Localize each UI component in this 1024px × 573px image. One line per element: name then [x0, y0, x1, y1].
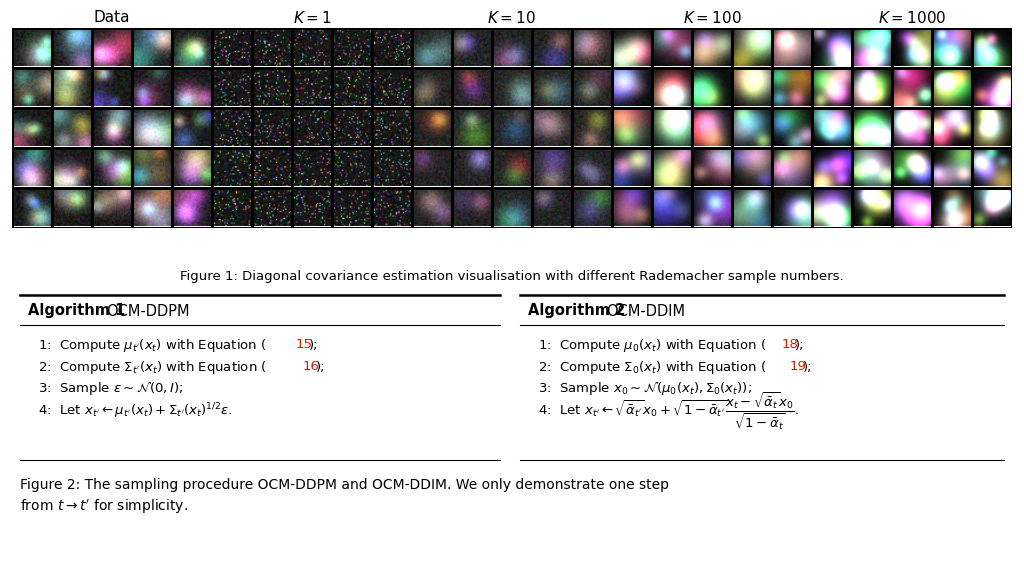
Text: 4:  Let $x_{t'} \leftarrow \mu_{t'}(x_t) + \Sigma_{t'}(x_t)^{1/2}\epsilon$.: 4: Let $x_{t'} \leftarrow \mu_{t'}(x_t) … — [38, 401, 232, 421]
Text: from $t \rightarrow t'$ for simplicity.: from $t \rightarrow t'$ for simplicity. — [20, 498, 188, 516]
Text: 18: 18 — [782, 339, 799, 351]
Text: Figure 1: Diagonal covariance estimation visualisation with different Rademacher: Figure 1: Diagonal covariance estimation… — [180, 270, 844, 283]
Text: 3:  Sample $x_0 \sim \mathcal{N}(\mu_0(x_t), \Sigma_0(x_t))$;: 3: Sample $x_0 \sim \mathcal{N}(\mu_0(x_… — [538, 379, 752, 397]
Text: 2:  Compute $\Sigma_{t'}(x_t)$ with Equation (: 2: Compute $\Sigma_{t'}(x_t)$ with Equat… — [38, 359, 266, 375]
Text: Figure 2: The sampling procedure OCM-DDPM and OCM-DDIM. We only demonstrate one : Figure 2: The sampling procedure OCM-DDP… — [20, 478, 669, 492]
Text: 4:  Let $x_{t'} \leftarrow \sqrt{\bar{\alpha}_{t'}} x_0 + \sqrt{1 - \bar{\alpha}: 4: Let $x_{t'} \leftarrow \sqrt{\bar{\al… — [538, 390, 799, 431]
Text: $K=10$: $K=10$ — [487, 10, 537, 26]
Text: );: ); — [803, 360, 812, 374]
Text: 1:  Compute $\mu_0(x_t)$ with Equation (: 1: Compute $\mu_0(x_t)$ with Equation ( — [538, 336, 766, 354]
Text: OCM-DDPM: OCM-DDPM — [106, 304, 189, 319]
Text: 16: 16 — [303, 360, 319, 374]
Text: 1:  Compute $\mu_{t'}(x_t)$ with Equation (: 1: Compute $\mu_{t'}(x_t)$ with Equation… — [38, 336, 266, 354]
Text: Algorithm 2: Algorithm 2 — [528, 304, 631, 319]
Text: );: ); — [309, 339, 318, 351]
Text: OCM-DDIM: OCM-DDIM — [606, 304, 685, 319]
Text: 19: 19 — [790, 360, 807, 374]
Text: Data: Data — [94, 10, 130, 25]
Text: 15: 15 — [296, 339, 313, 351]
Text: 2:  Compute $\Sigma_0(x_t)$ with Equation (: 2: Compute $\Sigma_0(x_t)$ with Equation… — [538, 359, 766, 375]
Text: );: ); — [795, 339, 805, 351]
Text: $K=1$: $K=1$ — [293, 10, 332, 26]
Text: $K=100$: $K=100$ — [683, 10, 741, 26]
Text: 3:  Sample $\epsilon \sim \mathcal{N}(0, I)$;: 3: Sample $\epsilon \sim \mathcal{N}(0, … — [38, 379, 183, 397]
Text: );: ); — [316, 360, 326, 374]
Text: $K=1000$: $K=1000$ — [878, 10, 946, 26]
Text: Algorithm 1: Algorithm 1 — [28, 304, 130, 319]
